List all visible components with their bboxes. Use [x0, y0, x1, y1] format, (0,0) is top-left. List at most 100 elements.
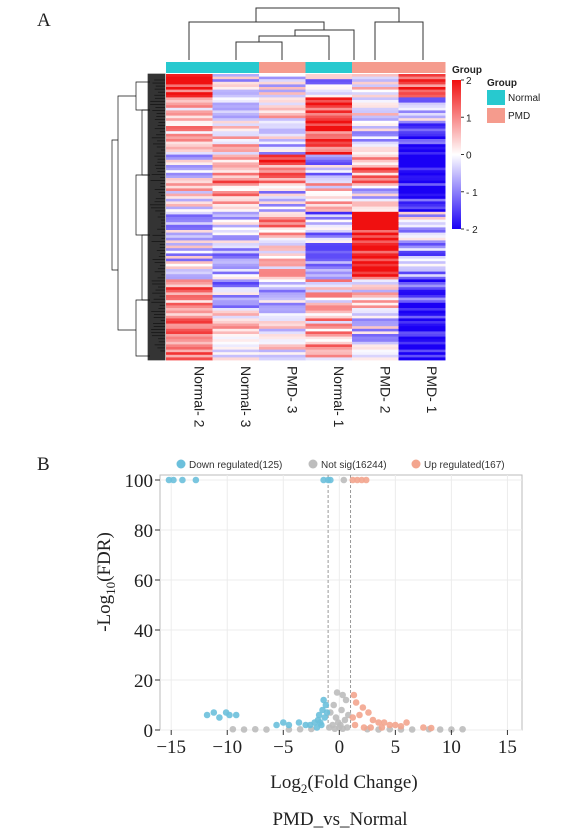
heatmap-cell — [212, 245, 260, 249]
heatmap-cell — [352, 131, 399, 135]
volcano-plot-area — [159, 474, 523, 733]
data-point — [367, 724, 374, 731]
heatmap-cell — [212, 300, 260, 304]
heatmap-cell — [305, 94, 353, 98]
heatmap-cell — [166, 74, 213, 77]
heatmap-cell — [352, 162, 399, 166]
heatmap-cell — [212, 105, 260, 109]
heatmap-cell — [166, 300, 213, 304]
heatmap-cell — [398, 102, 446, 106]
heatmap-cell — [259, 149, 306, 153]
legend-swatch-pmd — [487, 108, 505, 123]
data-point — [240, 726, 248, 733]
heatmap-cell — [259, 235, 306, 239]
heatmap-cell — [305, 123, 353, 127]
heatmap-cell — [212, 100, 260, 103]
heatmap-cell — [352, 271, 399, 275]
heatmap-cell — [166, 126, 213, 129]
heatmap-cell — [212, 224, 260, 228]
heatmap-cell — [166, 256, 213, 259]
heatmap-cell — [259, 97, 306, 101]
heatmap-cell — [259, 318, 306, 322]
data-point — [342, 696, 350, 704]
row-dendrogram — [111, 73, 166, 361]
chart-subtitle: PMD_vs_Normal — [272, 809, 407, 830]
heatmap-cell — [212, 152, 260, 155]
heatmap-cell — [305, 334, 353, 337]
heatmap-cell — [259, 347, 306, 350]
heatmap-cell — [352, 237, 399, 241]
heatmap-cell — [166, 240, 213, 244]
legend-dot-notsig — [308, 459, 318, 469]
heatmap-cell — [352, 326, 399, 330]
heatmap-cell — [305, 120, 353, 124]
heatmap-cell — [212, 84, 260, 88]
heatmap-cell — [259, 110, 306, 114]
heatmap-cell — [398, 97, 446, 101]
plot-frame — [159, 474, 523, 731]
data-point — [360, 724, 368, 731]
heatmap-cell — [398, 94, 446, 98]
heatmap-cell — [259, 201, 306, 205]
heatmap-cell — [352, 232, 399, 236]
heatmap-cell — [305, 352, 353, 356]
heatmap-cell — [166, 180, 213, 184]
row-dendro-leaves — [147, 73, 166, 361]
heatmap-cell — [352, 196, 399, 200]
heatmap-cell — [352, 224, 399, 228]
heatmap-cell — [259, 89, 306, 93]
heatmap-cell — [212, 263, 260, 267]
heatmap-cell — [166, 328, 213, 332]
heatmap-cell — [166, 105, 213, 109]
group-cell — [259, 62, 306, 73]
heatmap-cell — [212, 357, 260, 361]
heatmap-cell — [259, 245, 306, 249]
heatmap-cell — [166, 219, 213, 223]
heatmap-cell — [352, 235, 399, 239]
heatmap-cell — [352, 245, 399, 249]
data-point — [427, 724, 435, 732]
heatmap-cell — [352, 167, 399, 171]
data-point — [365, 709, 372, 716]
heatmap-cell — [259, 217, 306, 220]
heatmap-cell — [398, 178, 446, 181]
heatmap-cell — [212, 178, 260, 181]
heatmap-cell — [352, 266, 399, 270]
heatmap-cell — [259, 315, 306, 319]
heatmap-cell — [166, 110, 213, 114]
heatmap-cell — [352, 185, 399, 189]
heatmap-cell — [352, 175, 399, 179]
data-point — [327, 476, 334, 484]
heatmap-cell — [259, 178, 306, 181]
heatmap-cell — [398, 105, 446, 109]
heatmap-cell — [305, 318, 353, 322]
group-cell — [166, 62, 213, 73]
heatmap-cell — [352, 227, 399, 231]
heatmap-cell — [259, 120, 306, 124]
heatmap-cells — [166, 74, 446, 361]
heatmap-cell — [352, 123, 399, 127]
heatmap-cell — [259, 240, 306, 244]
heatmap-cell — [352, 154, 399, 158]
heatmap-cell — [305, 279, 353, 283]
heatmap-cell — [212, 180, 260, 184]
heatmap-cell — [259, 274, 306, 278]
heatmap-cell — [398, 74, 446, 77]
group-legend-title: Group — [487, 78, 517, 89]
panel-letter-a: A — [37, 10, 51, 31]
heatmap-cell — [212, 256, 260, 259]
heatmap-cell — [398, 357, 446, 361]
heatmap-cell — [398, 284, 446, 288]
heatmap-cell — [212, 120, 260, 124]
heatmap-cell — [212, 79, 260, 83]
heatmap-cell — [305, 284, 353, 288]
data-point — [320, 696, 327, 704]
heatmap-cell — [212, 102, 260, 106]
heatmap-cell — [212, 354, 260, 358]
heatmap-cell — [166, 357, 213, 361]
heatmap-cell — [166, 81, 213, 85]
heatmap-cell — [212, 157, 260, 161]
heatmap-cell — [398, 154, 446, 158]
heatmap-cell — [352, 120, 399, 124]
heatmap-cell — [398, 339, 446, 343]
